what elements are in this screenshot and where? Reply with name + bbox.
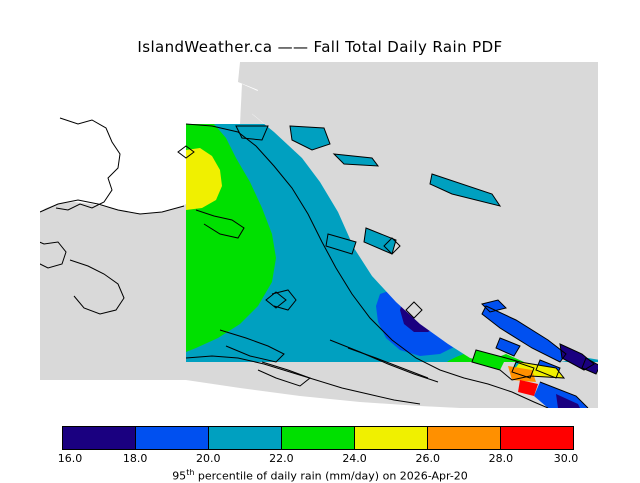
colorbar-band-16-18[interactable] (63, 427, 135, 449)
caption-superscript: th (186, 468, 195, 477)
colorbar-tick-22-0: 22.0 (269, 452, 294, 465)
map-right-white-strip (598, 62, 640, 408)
colorbar-tick-28-0: 28.0 (488, 452, 514, 465)
coastline-group (29, 117, 601, 408)
sea-channels (236, 126, 500, 254)
map-bottom-white-wedge (186, 380, 460, 408)
map-left-white-strip (0, 62, 40, 408)
caption-suffix: percentile of daily rain (mm/day) on 202… (194, 469, 468, 483)
page-title: IslandWeather.ca —— Fall Total Daily Rai… (137, 38, 503, 56)
colorbar-tick-20-0: 20.0 (196, 452, 221, 465)
colorbar-bands[interactable] (62, 426, 574, 450)
colorbar-band-26-28[interactable] (427, 427, 500, 449)
colorbar-tick-26-0: 26.0 (415, 452, 440, 465)
colorbar-caption: 95th percentile of daily rain (mm/day) o… (0, 468, 640, 483)
colorbar-band-22-24[interactable] (281, 427, 354, 449)
colorbar-band-18-20[interactable] (135, 427, 208, 449)
caption-prefix: 95 (172, 469, 187, 483)
colorbar-tick-24-0: 24.0 (342, 452, 367, 465)
southeast-peninsula-values (472, 350, 588, 408)
colorbar-band-20-22[interactable] (208, 427, 281, 449)
colorbar-tick-labels: 16.0 18.0 20.0 22.0 24.0 26.0 28.0 30.0 (0, 452, 640, 466)
contour-band-24-26-northwest (186, 148, 222, 210)
colorbar-legend: 16.0 18.0 20.0 22.0 24.0 26.0 28.0 30.0 95th pe… (0, 424, 640, 483)
colorbar-band-24-26[interactable] (354, 427, 427, 449)
contour-map-panel (0, 62, 640, 408)
colorbar-tick-16-0: 16.0 (57, 452, 83, 465)
contour-map-svg (0, 62, 640, 408)
colorbar-band-28-30[interactable] (500, 427, 573, 449)
colorbar-tick-18-0: 18.0 (122, 452, 148, 465)
colorbar-tick-30-0: 30.0 (553, 452, 579, 465)
